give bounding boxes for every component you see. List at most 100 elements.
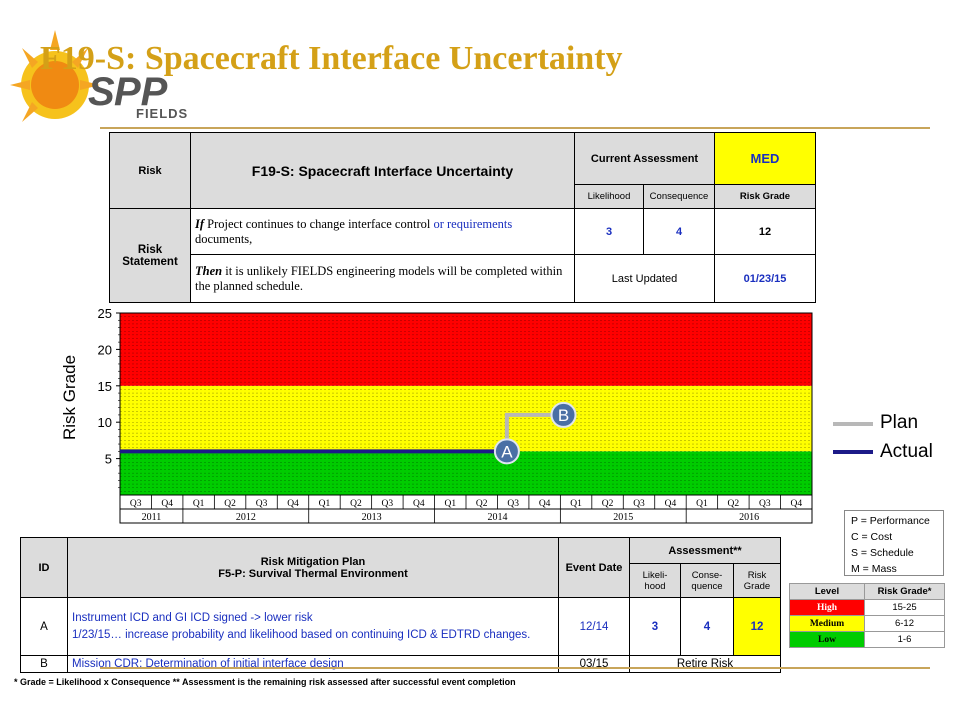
y-tick-label: 10: [98, 415, 112, 430]
current-assessment-label: Current Assessment: [574, 132, 715, 185]
table-row: A Instrument ICD and GI ICD signed -> lo…: [20, 597, 781, 656]
year-label: 2014: [487, 512, 507, 523]
risk-statement-label: Risk Statement: [109, 208, 191, 303]
marker-a: [493, 438, 520, 465]
bottom-divider: [100, 667, 930, 669]
legend-plan-swatch: [833, 422, 873, 426]
if-text-c: documents,: [195, 231, 253, 246]
if-text-a: Project continues to change interface co…: [204, 216, 434, 231]
quarter-label: Q2: [602, 499, 614, 509]
year-label: 2011: [142, 512, 162, 523]
quarter-label: Q3: [633, 499, 645, 509]
row-a-grade: 12: [733, 597, 781, 656]
key-box: P = Performance C = Cost S = Schedule M …: [844, 510, 944, 576]
marker-a-label: A: [501, 442, 513, 461]
id-header: ID: [20, 537, 68, 598]
year-label: 2015: [613, 512, 633, 523]
risk-grade-value: 12: [714, 208, 816, 255]
quarter-label: Q2: [476, 499, 488, 509]
y-tick-label: 15: [98, 379, 112, 394]
year-label: 2013: [362, 512, 382, 523]
row-b-id: B: [20, 655, 68, 673]
then-statement: Then it is unlikely FIELDS engineering m…: [190, 254, 575, 303]
grade-subheader: Risk Grade: [733, 563, 781, 598]
quarter-label: Q2: [728, 499, 740, 509]
risk-grade-header: Risk Grade: [714, 184, 816, 209]
quarter-label: Q3: [256, 499, 268, 509]
event-date-header: Event Date: [558, 537, 630, 598]
if-statement: If Project continues to change interface…: [190, 208, 575, 255]
key-cost: C = Cost: [851, 531, 893, 543]
marker-b-label: B: [558, 406, 569, 425]
likelihood-subheader: Likeli-hood: [629, 563, 681, 598]
then-keyword: Then: [195, 263, 223, 278]
y-tick-label: 5: [105, 452, 112, 467]
quarter-label: Q1: [193, 499, 205, 509]
quarter-label: Q3: [759, 499, 771, 509]
table-row: B Mission CDR: Determination of initial …: [20, 655, 781, 673]
quarter-label: Q1: [444, 499, 456, 509]
level-high: High: [789, 599, 865, 616]
page-title: F19-S: Spacecraft Interface Uncertainty: [40, 40, 623, 77]
level-header: Level: [789, 583, 865, 600]
legend-actual-swatch: [833, 450, 873, 454]
quarter-label: Q1: [319, 499, 331, 509]
level-low: Low: [789, 631, 865, 648]
risk-label: Risk: [109, 132, 191, 209]
legend-actual-label: Actual: [880, 441, 933, 462]
year-label: 2016: [739, 512, 759, 523]
key-schedule: S = Schedule: [851, 547, 914, 559]
grade-low: 1-6: [864, 631, 945, 648]
risk-header-table: Risk F19-S: Spacecraft Interface Uncerta…: [109, 132, 816, 303]
assessment-header: Assessment**: [629, 537, 781, 564]
consequence-value: 4: [643, 208, 715, 255]
quarter-label: Q1: [696, 499, 708, 509]
plan-header-line-2: F5-P: Survival Thermal Environment: [218, 567, 408, 580]
grade-header: Risk Grade*: [864, 583, 945, 600]
quarter-label: Q4: [413, 499, 425, 509]
risk-name: F19-S: Spacecraft Interface Uncertainty: [190, 132, 575, 209]
if-text-b: or requirements: [433, 216, 513, 231]
sun-logo-icon: [10, 30, 100, 122]
year-row: [119, 508, 813, 524]
quarter-label: Q2: [350, 499, 362, 509]
plan-header: Risk Mitigation Plan F5-P: Survival Ther…: [67, 537, 559, 598]
marker-b: [550, 401, 577, 428]
row-a-likelihood: 3: [629, 597, 681, 656]
plan-header-line-1: Risk Mitigation Plan: [260, 555, 366, 568]
quarter-label: Q3: [507, 499, 519, 509]
y-tick-label: 20: [98, 342, 112, 357]
key-performance: P = Performance: [851, 515, 930, 527]
row-a-id: A: [20, 597, 68, 656]
likelihood-value: 3: [574, 208, 644, 255]
likelihood-header: Likelihood: [574, 184, 644, 209]
legend-plan-label: Plan: [880, 412, 919, 433]
row-a-text: Instrument ICD and GI ICD signed -> lowe…: [67, 597, 559, 656]
row-a-text-2: 1/23/15… increase probability and likeli…: [72, 628, 531, 641]
spp-logo: S PP FIELDS: [88, 70, 218, 124]
row-a-text-1: Instrument ICD and GI ICD signed -> lowe…: [72, 611, 313, 624]
year-label: 2012: [236, 512, 256, 523]
quarter-label: Q2: [224, 499, 236, 509]
quarter-label: Q1: [570, 499, 582, 509]
quarter-label: Q4: [790, 499, 802, 509]
current-assessment-value: MED: [714, 132, 816, 185]
row-b-retire: Retire Risk: [629, 655, 781, 673]
last-updated-value: 01/23/15: [714, 254, 816, 303]
logo-main-text: PP: [114, 70, 168, 114]
level-medium: Medium: [789, 615, 865, 632]
level-table: Level Risk Grade* High 15-25 Medium 6-12…: [789, 583, 945, 648]
then-text: it is unlikely FIELDS engineering models…: [195, 263, 563, 293]
quarter-label: Q3: [130, 499, 142, 509]
quarter-label: Q4: [161, 499, 173, 509]
consequence-subheader: Conse-quence: [680, 563, 734, 598]
last-updated-label: Last Updated: [574, 254, 715, 303]
logo-sub-text: FIELDS: [136, 106, 189, 121]
quarter-label: Q4: [539, 499, 551, 509]
grade-high: 15-25: [864, 599, 945, 616]
quarter-label: Q4: [287, 499, 299, 509]
row-b-text: Mission CDR: Determination of initial in…: [67, 655, 559, 673]
if-keyword: If: [195, 216, 205, 231]
row-a-consequence: 4: [680, 597, 734, 656]
top-divider: [100, 127, 930, 129]
